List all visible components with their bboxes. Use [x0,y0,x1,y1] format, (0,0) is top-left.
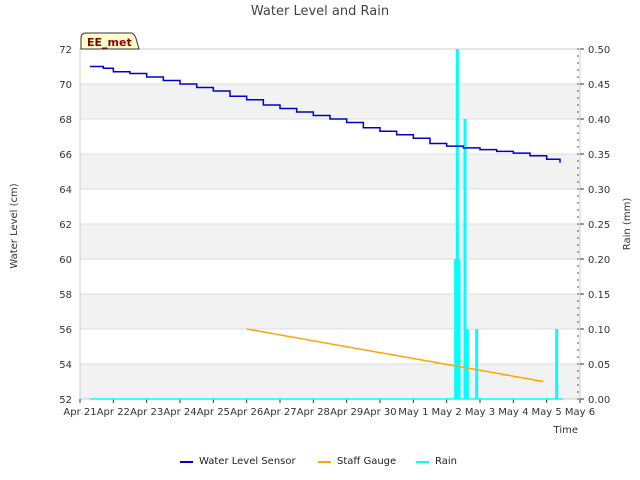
badge-tab [80,32,140,50]
y-tick-label: 52 [59,395,72,406]
ee-met-badge: EE_met [80,32,140,50]
y-tick-label: 64 [59,185,72,196]
x-tick-label: Apr 25 [197,407,230,418]
staff-gauge-line [246,328,544,383]
y-tick-label: 60 [59,255,72,266]
x-tick-label: Apr 26 [230,407,263,418]
rain-bar [454,259,458,399]
y2-tick-label: 0.25 [588,220,610,231]
y2-tick-label: 0.50 [588,45,610,56]
y-tick-label: 58 [59,290,72,301]
x-tick-label: May 4 [498,407,528,418]
y2-tick-label: 0.30 [588,185,610,196]
x-tick-label: May 1 [398,407,428,418]
y2-tick-label: 0.15 [588,290,610,301]
legend-item-staff-gauge[interactable]: Staff Gauge [318,456,396,467]
x-axis: Apr 21 Apr 22 Apr 23 Apr 24 Apr 25 Apr 26 Apr … [63,399,595,418]
background-bands [80,84,580,399]
y2-tick-label: 0.20 [588,255,610,266]
legend-item-rain[interactable]: Rain [416,456,457,467]
y-axis-left: 52 54 56 58 60 62 64 66 68 70 72 [59,45,72,406]
y2-tick-label: 0.00 [588,395,610,406]
x-tick-label: May 2 [432,407,462,418]
x-tick-label: Apr 30 [363,407,396,418]
legend-label: Rain [435,456,457,467]
x-tick-label: May 5 [532,407,562,418]
y2-tick-label: 0.10 [588,325,610,336]
badge-label: EE_met [87,36,132,49]
y-tick-label: 68 [59,115,72,126]
y-tick-label: 70 [59,80,72,91]
rain-bar [475,329,479,399]
y2-axis-title: Rain (mm) [622,198,633,251]
water-level-sensor-line [90,65,561,163]
y2-tick-label: 0.35 [588,150,610,161]
y2-tick-label: 0.05 [588,360,610,371]
x-tick-label: Apr 21 [63,407,96,418]
background-band [80,154,580,189]
rain-bar [555,329,559,399]
background-band [80,364,580,399]
y-tick-label: 54 [59,360,72,371]
y-axis-title: Water Level (cm) [9,183,20,268]
rain-bar [463,119,467,399]
x-tick-label: May 6 [565,407,595,418]
y-tick-label: 66 [59,150,72,161]
rain-bar [457,259,461,399]
legend-label: Water Level Sensor [199,456,296,467]
y-tick-label: 56 [59,325,72,336]
legend-label: Staff Gauge [337,456,396,467]
x-tick-label: Apr 28 [297,407,330,418]
x-tick-label: Apr 27 [263,407,296,418]
x-axis-title: Time [553,425,578,436]
y2-tick-label: 0.40 [588,115,610,126]
background-band [80,224,580,259]
y2-tick-label: 0.45 [588,80,610,91]
legend-item-water-level-sensor[interactable]: Water Level Sensor [180,456,296,467]
y-tick-label: 72 [59,45,72,56]
x-tick-label: Apr 24 [163,407,196,418]
background-band [80,84,580,119]
x-tick-label: Apr 29 [330,407,363,418]
background-band [80,294,580,329]
y-axis-right: 0.00 0.05 0.10 0.15 0.20 0.25 0.30 0.35 0.40 0.45… [577,45,610,406]
chart-title: Water Level and Rain [251,4,389,19]
rain-bar [465,329,469,399]
legend[interactable]: Water Level Sensor Staff Gauge Rain [180,456,457,467]
y-tick-label: 62 [59,220,72,231]
series-layer [90,49,564,400]
x-tick-label: Apr 22 [97,407,130,418]
x-tick-label: May 3 [465,407,495,418]
x-tick-label: Apr 23 [130,407,163,418]
rain-bar [455,49,459,399]
